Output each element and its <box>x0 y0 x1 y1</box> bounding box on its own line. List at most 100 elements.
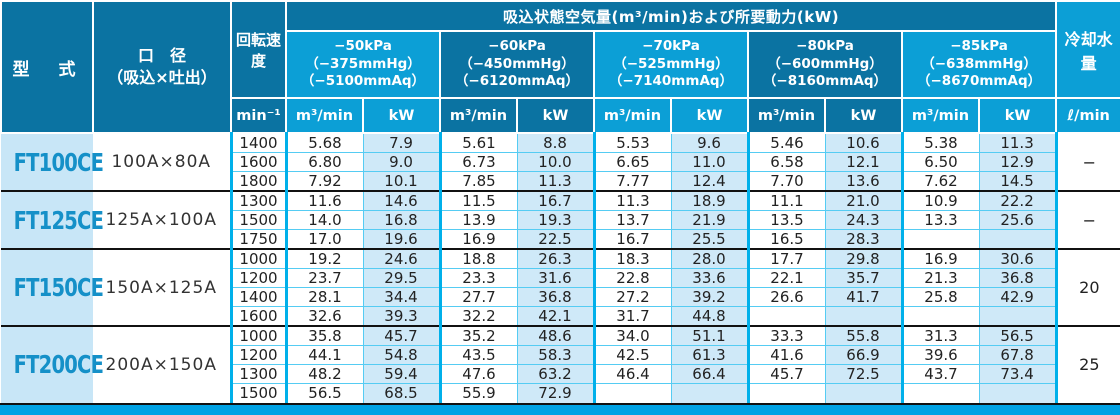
flow-unit-header: m³/min <box>439 97 518 134</box>
power-cell: 16.8 <box>363 210 442 230</box>
flow-cell: 7.62 <box>902 171 980 191</box>
power-cell: 29.8 <box>825 248 904 269</box>
table-row: 1600 6.80 9.0 6.73 10.0 6.65 11.0 6.58 12.1 6.50 1… <box>1 152 1120 172</box>
flow-cell: 22.8 <box>594 268 672 288</box>
power-cell: 35.7 <box>825 268 904 288</box>
table-row: 1800 7.92 10.1 7.85 11.3 7.77 12.4 7.70 13.6 7.62… <box>1 171 1120 191</box>
cooling-cell: − <box>1056 133 1120 191</box>
power-cell: 33.6 <box>671 268 750 288</box>
mmhg-value: （−525mmHg） <box>613 55 729 72</box>
flow-cell: 13.5 <box>748 210 826 230</box>
mmhg-value: （−638mmHg） <box>921 55 1037 72</box>
speed-cell: 1400 <box>231 287 288 307</box>
power-cell: 7.9 <box>363 133 442 153</box>
flow-cell: 26.6 <box>748 287 826 307</box>
flow-cell: 19.2 <box>286 248 364 269</box>
power-cell <box>979 229 1058 249</box>
power-cell: 12.1 <box>825 152 904 172</box>
flow-cell: 25.8 <box>902 287 980 307</box>
speed-cell: 1500 <box>231 383 288 403</box>
power-cell: 34.4 <box>363 287 442 307</box>
pressure-header-85kpa: −85kPa （−638mmHg） （−8670mmAq） <box>900 30 1058 99</box>
power-cell: 39.2 <box>671 287 750 307</box>
table-row: FT125CE 125A×100A 1300 11.6 14.6 11.5 16.7 11.3… <box>1 190 1120 249</box>
power-cell: 16.7 <box>517 190 596 211</box>
flow-cell: 31.3 <box>902 325 980 346</box>
flow-cell: 11.6 <box>286 190 364 211</box>
power-cell <box>979 383 1058 403</box>
power-unit-header: kW <box>362 97 441 134</box>
speed-cell: 1800 <box>231 171 288 191</box>
flow-cell: 43.7 <box>902 364 980 384</box>
power-cell <box>825 306 904 326</box>
power-cell: 14.6 <box>363 190 442 211</box>
pressure-header-row: −50kPa （−375mmHg） （−5100mmAq） −60kPa （−4… <box>1 30 1120 99</box>
power-cell: 28.0 <box>671 248 750 269</box>
flow-cell: 5.68 <box>286 133 364 153</box>
power-cell: 11.0 <box>671 152 750 172</box>
power-cell: 31.6 <box>517 268 596 288</box>
bore-cell: 200A×150A <box>93 325 233 403</box>
speed-cell: 1600 <box>231 306 288 326</box>
flow-cell: 17.7 <box>748 248 826 269</box>
power-cell: 68.5 <box>363 383 442 403</box>
flow-cell: 6.58 <box>748 152 826 172</box>
power-cell: 36.8 <box>517 287 596 307</box>
power-cell: 22.2 <box>979 190 1058 211</box>
speed-cell: 1000 <box>231 248 288 269</box>
flow-unit-header: m³/min <box>747 97 826 134</box>
power-cell: 44.8 <box>671 306 750 326</box>
flow-cell: 27.7 <box>440 287 518 307</box>
power-cell: 11.3 <box>979 133 1058 153</box>
power-cell: 63.2 <box>517 364 596 384</box>
flow-cell: 7.85 <box>440 171 518 191</box>
power-cell: 36.8 <box>979 268 1058 288</box>
flow-cell <box>594 383 672 403</box>
flow-cell: 46.4 <box>594 364 672 384</box>
power-cell: 26.3 <box>517 248 596 269</box>
power-cell: 21.0 <box>825 190 904 211</box>
flow-cell: 11.5 <box>440 190 518 211</box>
power-unit-header: kW <box>824 97 903 134</box>
model-cell: FT150CE <box>1 248 104 326</box>
flow-cell: 31.7 <box>594 306 672 326</box>
power-cell: 25.5 <box>671 229 750 249</box>
mmaq-value: （−6120mmAq） <box>454 73 580 90</box>
power-cell: 41.7 <box>825 287 904 307</box>
bore-cell: 125A×100A <box>93 190 233 249</box>
model-column-header: 型 式 <box>0 0 94 134</box>
power-cell: 10.6 <box>825 133 904 153</box>
power-unit-header: kW <box>977 97 1058 134</box>
power-cell: 29.5 <box>363 268 442 288</box>
flow-cell: 13.3 <box>902 210 980 230</box>
flow-cell: 47.6 <box>440 364 518 384</box>
model-cell: FT100CE <box>1 133 104 191</box>
table-row: 1500 56.5 68.5 55.9 72.9 <box>1 383 1120 403</box>
flow-cell: 28.1 <box>286 287 364 307</box>
table-row: 1400 28.1 34.4 27.7 36.8 27.2 39.2 26.6 41.7 25.8… <box>1 287 1120 307</box>
power-cell: 25.6 <box>979 210 1058 230</box>
table-row: 1500 14.0 16.8 13.9 19.3 13.7 21.9 13.5 24.3 13.3… <box>1 210 1120 230</box>
flow-cell: 33.3 <box>748 325 826 346</box>
cooling-cell: 20 <box>1056 248 1120 326</box>
flow-cell: 34.0 <box>594 325 672 346</box>
flow-cell: 6.73 <box>440 152 518 172</box>
power-cell: 42.9 <box>979 287 1058 307</box>
speed-cell: 1300 <box>231 190 288 211</box>
flow-cell: 6.65 <box>594 152 672 172</box>
flow-cell: 18.3 <box>594 248 672 269</box>
speed-cell: 1200 <box>231 268 288 288</box>
power-cell: 61.3 <box>671 345 750 365</box>
power-cell: 12.4 <box>671 171 750 191</box>
flow-cell <box>902 306 980 326</box>
flow-unit-header: m³/min <box>285 97 364 134</box>
speed-unit-header: min⁻¹ <box>230 97 287 134</box>
pressure-header-50kpa: −50kPa （−375mmHg） （−5100mmAq） <box>285 30 441 99</box>
flow-cell: 6.80 <box>286 152 364 172</box>
power-cell: 11.3 <box>517 171 596 191</box>
power-cell: 59.4 <box>363 364 442 384</box>
bore-column-header: 口 径 （吸込×吐出） <box>92 0 232 134</box>
flow-cell: 35.8 <box>286 325 364 346</box>
power-cell: 55.8 <box>825 325 904 346</box>
flow-cell: 13.7 <box>594 210 672 230</box>
